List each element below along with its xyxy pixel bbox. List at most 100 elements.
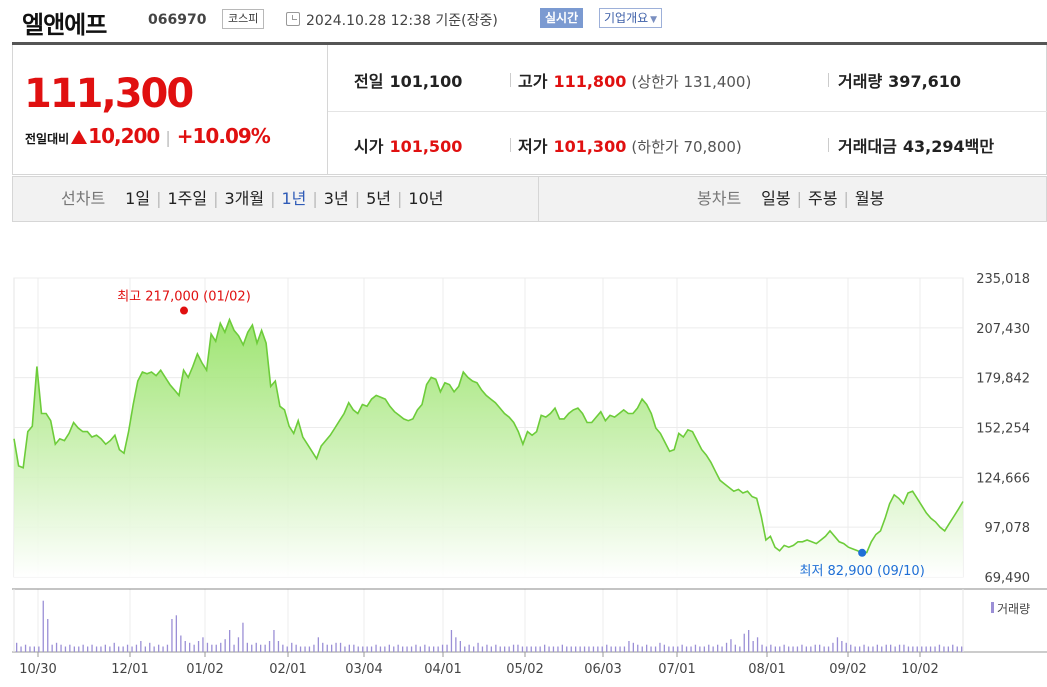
volume-bar xyxy=(233,644,235,652)
change-divider: | xyxy=(165,128,171,147)
volume-bar xyxy=(375,644,377,652)
volume-bar xyxy=(264,644,266,652)
volume-bar xyxy=(255,642,257,652)
volume-bar xyxy=(171,619,173,652)
volume-bar xyxy=(206,642,209,652)
period-sep: | xyxy=(213,189,219,208)
x-tick-label: 02/01 xyxy=(269,662,306,677)
volume-bar xyxy=(149,642,151,652)
volume-bar xyxy=(344,646,346,652)
volume-bar xyxy=(606,644,608,652)
volume-bar xyxy=(552,646,555,652)
change-percent: +10.09% xyxy=(176,124,271,148)
volume-bar xyxy=(654,646,657,652)
volume-bar xyxy=(792,646,794,652)
volume-value: 397,610 xyxy=(888,72,962,91)
volume-bar xyxy=(876,644,878,652)
col-divider xyxy=(828,73,829,87)
period-sep: | xyxy=(354,189,361,208)
volume-bar xyxy=(397,644,399,652)
col-divider xyxy=(510,138,511,152)
volume-bar xyxy=(601,646,603,652)
volume-bar xyxy=(504,646,506,652)
price-chart[interactable]: 235,018 207,430 179,842 152,254 124,666 97,07… xyxy=(0,222,1047,687)
volume-bar xyxy=(699,646,701,652)
volume-bar xyxy=(526,646,528,652)
volume-bar xyxy=(419,646,421,652)
lower-limit: (하한가 70,800) xyxy=(631,138,742,156)
period-sep: | xyxy=(796,189,803,208)
volume-bar xyxy=(632,642,634,652)
volume-bar xyxy=(832,642,834,652)
volume-bar xyxy=(348,644,350,652)
volume-bar xyxy=(446,644,448,652)
volume-bar xyxy=(588,646,590,652)
volume-bar xyxy=(215,644,217,652)
x-tick-label: 10/30 xyxy=(19,662,56,677)
volume-bar xyxy=(841,641,843,652)
period-10y[interactable]: 10년 xyxy=(408,189,444,208)
volume-bar xyxy=(224,639,226,652)
y-tick-label: 124,666 xyxy=(976,471,1030,486)
volume-bar xyxy=(246,642,248,652)
period-1w[interactable]: 1주일 xyxy=(167,189,208,208)
volume-bar xyxy=(619,646,621,652)
stock-name: 엘앤에프 xyxy=(22,11,107,39)
volume-bar xyxy=(725,642,728,652)
volume-bar xyxy=(743,633,745,652)
period-sep: | xyxy=(843,189,849,208)
volume-bar xyxy=(410,646,413,652)
volume-bar xyxy=(388,644,390,652)
volume-bar xyxy=(326,644,328,652)
volume-bar xyxy=(535,646,537,652)
company-info-label: 기업개요 xyxy=(604,11,649,25)
period-1d[interactable]: 1일 xyxy=(125,189,151,208)
volume-bar xyxy=(717,644,719,652)
volume-bar xyxy=(783,644,785,652)
period-5y[interactable]: 5년 xyxy=(366,189,391,208)
company-info-dropdown[interactable]: 기업개요 ▼ xyxy=(599,8,663,28)
period-3y[interactable]: 3년 xyxy=(323,189,349,208)
volume-bar xyxy=(220,642,222,652)
volume-bar xyxy=(739,646,741,652)
x-tick-label: 08/01 xyxy=(748,662,785,677)
volume-bar xyxy=(748,630,750,652)
volume-bar xyxy=(180,635,182,652)
volume-bar xyxy=(681,644,683,652)
volume-bar xyxy=(477,642,479,652)
volume-bar xyxy=(481,646,484,652)
x-tick-label: 09/02 xyxy=(829,662,866,677)
volume-bar xyxy=(490,646,492,652)
volume-bar xyxy=(73,646,75,652)
up-triangle-icon xyxy=(71,130,88,144)
prev-close-label: 전일 xyxy=(354,72,384,91)
volume-bar xyxy=(428,646,430,652)
period-3m[interactable]: 3개월 xyxy=(224,189,265,208)
volume-legend-label: 거래량 xyxy=(997,602,1030,616)
volume-bar xyxy=(916,646,918,652)
volume-bar xyxy=(508,646,510,652)
volume-bar xyxy=(557,646,559,652)
volume-bar xyxy=(810,646,812,652)
volume-bar xyxy=(135,644,138,652)
volume-bar xyxy=(113,642,115,652)
volume-bar xyxy=(468,644,470,652)
volume-legend-swatch xyxy=(991,602,994,613)
period-bar-divider xyxy=(538,177,539,221)
x-tick-label: 03/04 xyxy=(345,662,382,677)
candle-weekly[interactable]: 주봉 xyxy=(808,189,838,208)
candle-daily[interactable]: 일봉 xyxy=(761,189,791,208)
volume-bar xyxy=(437,646,439,652)
volume-bar xyxy=(530,646,532,652)
volume-bar xyxy=(379,646,382,652)
period-1y[interactable]: 1년 xyxy=(281,189,307,208)
x-tick-label: 04/01 xyxy=(424,662,461,677)
volume-bar xyxy=(756,637,759,652)
volume-bar xyxy=(819,644,821,652)
volume-bar xyxy=(402,646,404,652)
volume-bar xyxy=(579,646,581,652)
volume-bar xyxy=(126,644,129,652)
volume-bar xyxy=(614,646,617,652)
candle-monthly[interactable]: 월봉 xyxy=(854,189,885,208)
realtime-button[interactable]: 실시간 xyxy=(540,8,584,28)
